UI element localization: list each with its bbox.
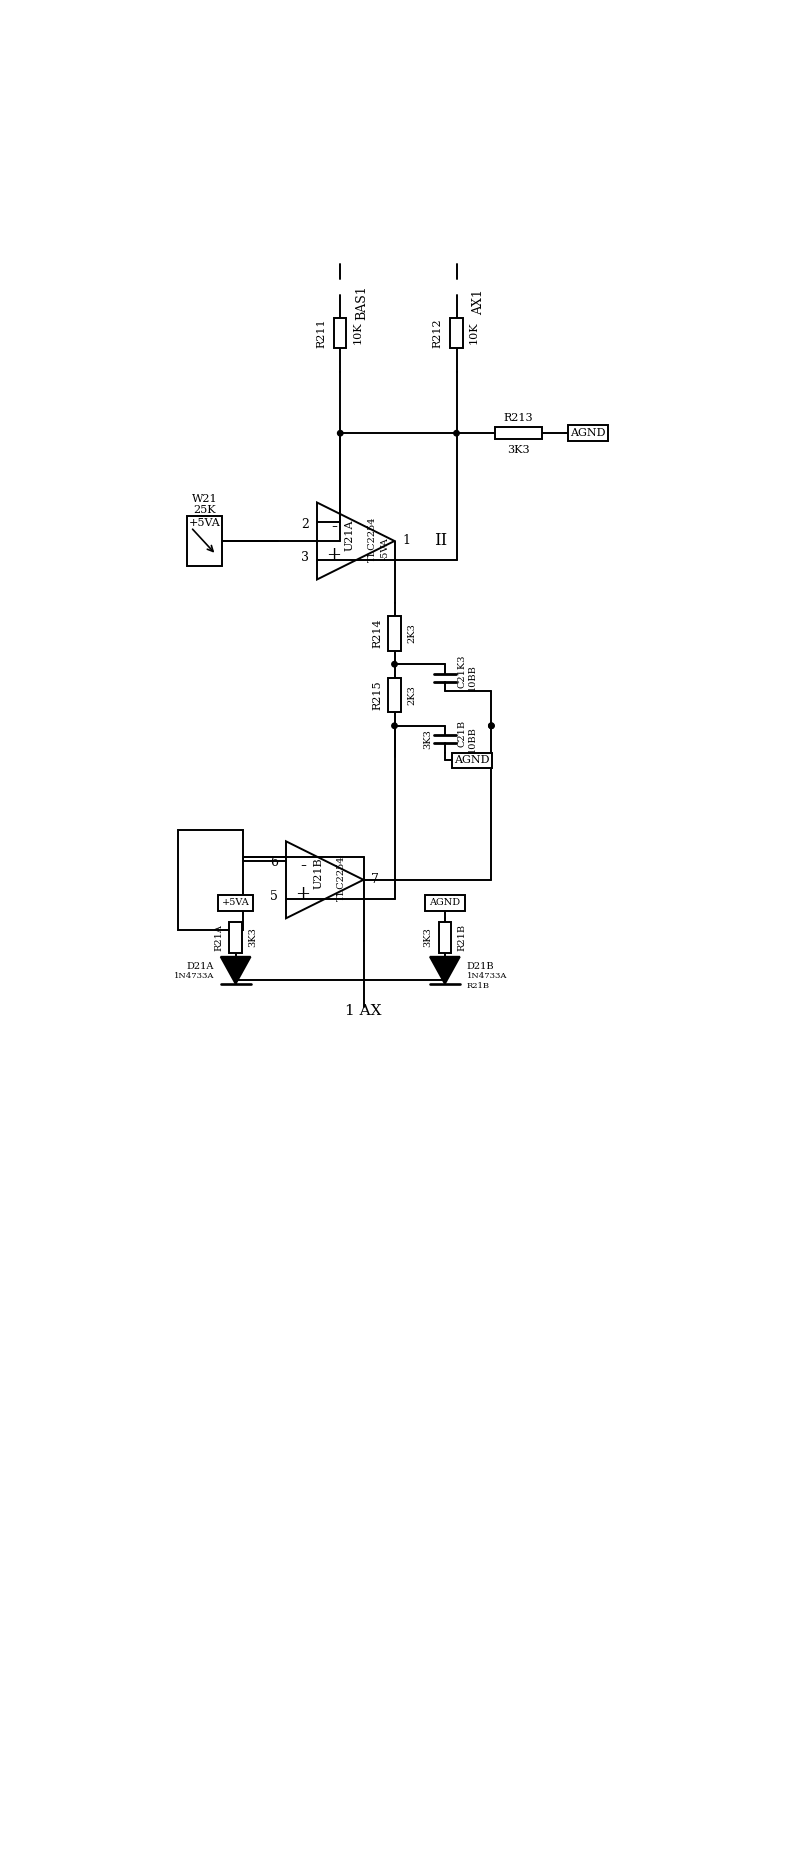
Circle shape bbox=[489, 722, 494, 728]
Text: 2K3: 2K3 bbox=[407, 685, 416, 705]
Text: 3K3: 3K3 bbox=[423, 730, 432, 748]
Text: 3K3: 3K3 bbox=[423, 928, 432, 947]
Text: -5VA: -5VA bbox=[381, 537, 390, 559]
Bar bbox=[388, 677, 401, 713]
Text: R21B: R21B bbox=[458, 924, 466, 950]
Text: 5: 5 bbox=[270, 891, 278, 904]
Text: -: - bbox=[331, 518, 337, 537]
Text: +5VA: +5VA bbox=[222, 898, 250, 907]
Text: U21B: U21B bbox=[314, 857, 323, 889]
Bar bbox=[334, 318, 346, 348]
Text: R213: R213 bbox=[504, 413, 534, 423]
Text: 1: 1 bbox=[402, 535, 410, 548]
Text: AX1: AX1 bbox=[472, 290, 485, 314]
Text: 3K3: 3K3 bbox=[248, 928, 257, 947]
Bar bbox=[178, 829, 243, 930]
Polygon shape bbox=[221, 956, 250, 984]
Text: R214: R214 bbox=[373, 619, 382, 647]
Bar bbox=[438, 922, 451, 952]
Text: 3K3: 3K3 bbox=[507, 445, 530, 455]
Text: R21A: R21A bbox=[214, 924, 223, 950]
Circle shape bbox=[392, 722, 398, 728]
Bar bbox=[230, 922, 242, 952]
Circle shape bbox=[392, 662, 398, 666]
Text: R21B: R21B bbox=[466, 982, 490, 990]
Text: BAS1: BAS1 bbox=[355, 284, 369, 320]
Circle shape bbox=[454, 430, 459, 436]
Text: 1N4733A: 1N4733A bbox=[174, 973, 214, 980]
Text: 2K3: 2K3 bbox=[407, 623, 416, 644]
Bar bbox=[450, 318, 462, 348]
Text: +: + bbox=[326, 546, 342, 563]
Circle shape bbox=[489, 722, 494, 728]
Bar bbox=[388, 616, 401, 651]
Text: AGND: AGND bbox=[570, 428, 606, 438]
Text: AGND: AGND bbox=[430, 898, 461, 907]
Text: 10BB: 10BB bbox=[468, 664, 478, 690]
Bar bbox=[425, 894, 465, 911]
Text: +: + bbox=[295, 885, 310, 902]
Text: C21K3: C21K3 bbox=[458, 655, 466, 689]
Text: D21A: D21A bbox=[186, 962, 214, 971]
Text: 10K: 10K bbox=[352, 322, 362, 344]
Bar bbox=[187, 516, 222, 567]
Text: 2: 2 bbox=[302, 518, 310, 531]
Polygon shape bbox=[430, 956, 460, 984]
Bar bbox=[452, 752, 492, 769]
Text: 25K: 25K bbox=[194, 505, 216, 515]
Text: TLC2254: TLC2254 bbox=[338, 855, 346, 902]
Text: 1N4733A: 1N4733A bbox=[466, 973, 507, 980]
Text: D21B: D21B bbox=[466, 962, 494, 971]
Text: U21A: U21A bbox=[345, 518, 354, 550]
Text: +5VA: +5VA bbox=[189, 518, 221, 528]
Text: R215: R215 bbox=[373, 681, 382, 709]
Circle shape bbox=[338, 430, 343, 436]
Bar bbox=[495, 427, 542, 440]
Text: 10K: 10K bbox=[469, 322, 478, 344]
Text: R211: R211 bbox=[317, 318, 326, 348]
Text: II: II bbox=[434, 533, 448, 550]
Text: W21: W21 bbox=[192, 494, 218, 503]
Text: 3: 3 bbox=[302, 552, 310, 565]
Bar bbox=[568, 425, 608, 442]
Text: C21B: C21B bbox=[458, 720, 466, 747]
Text: 6: 6 bbox=[270, 857, 278, 870]
Text: R212: R212 bbox=[433, 318, 443, 348]
Text: 10BB: 10BB bbox=[468, 726, 478, 752]
Text: 1 AX: 1 AX bbox=[346, 1003, 382, 1018]
Text: TLC2254: TLC2254 bbox=[368, 516, 378, 561]
Text: 7: 7 bbox=[371, 874, 379, 887]
Text: -: - bbox=[300, 857, 306, 876]
Bar bbox=[218, 894, 253, 911]
Text: AGND: AGND bbox=[454, 756, 490, 765]
